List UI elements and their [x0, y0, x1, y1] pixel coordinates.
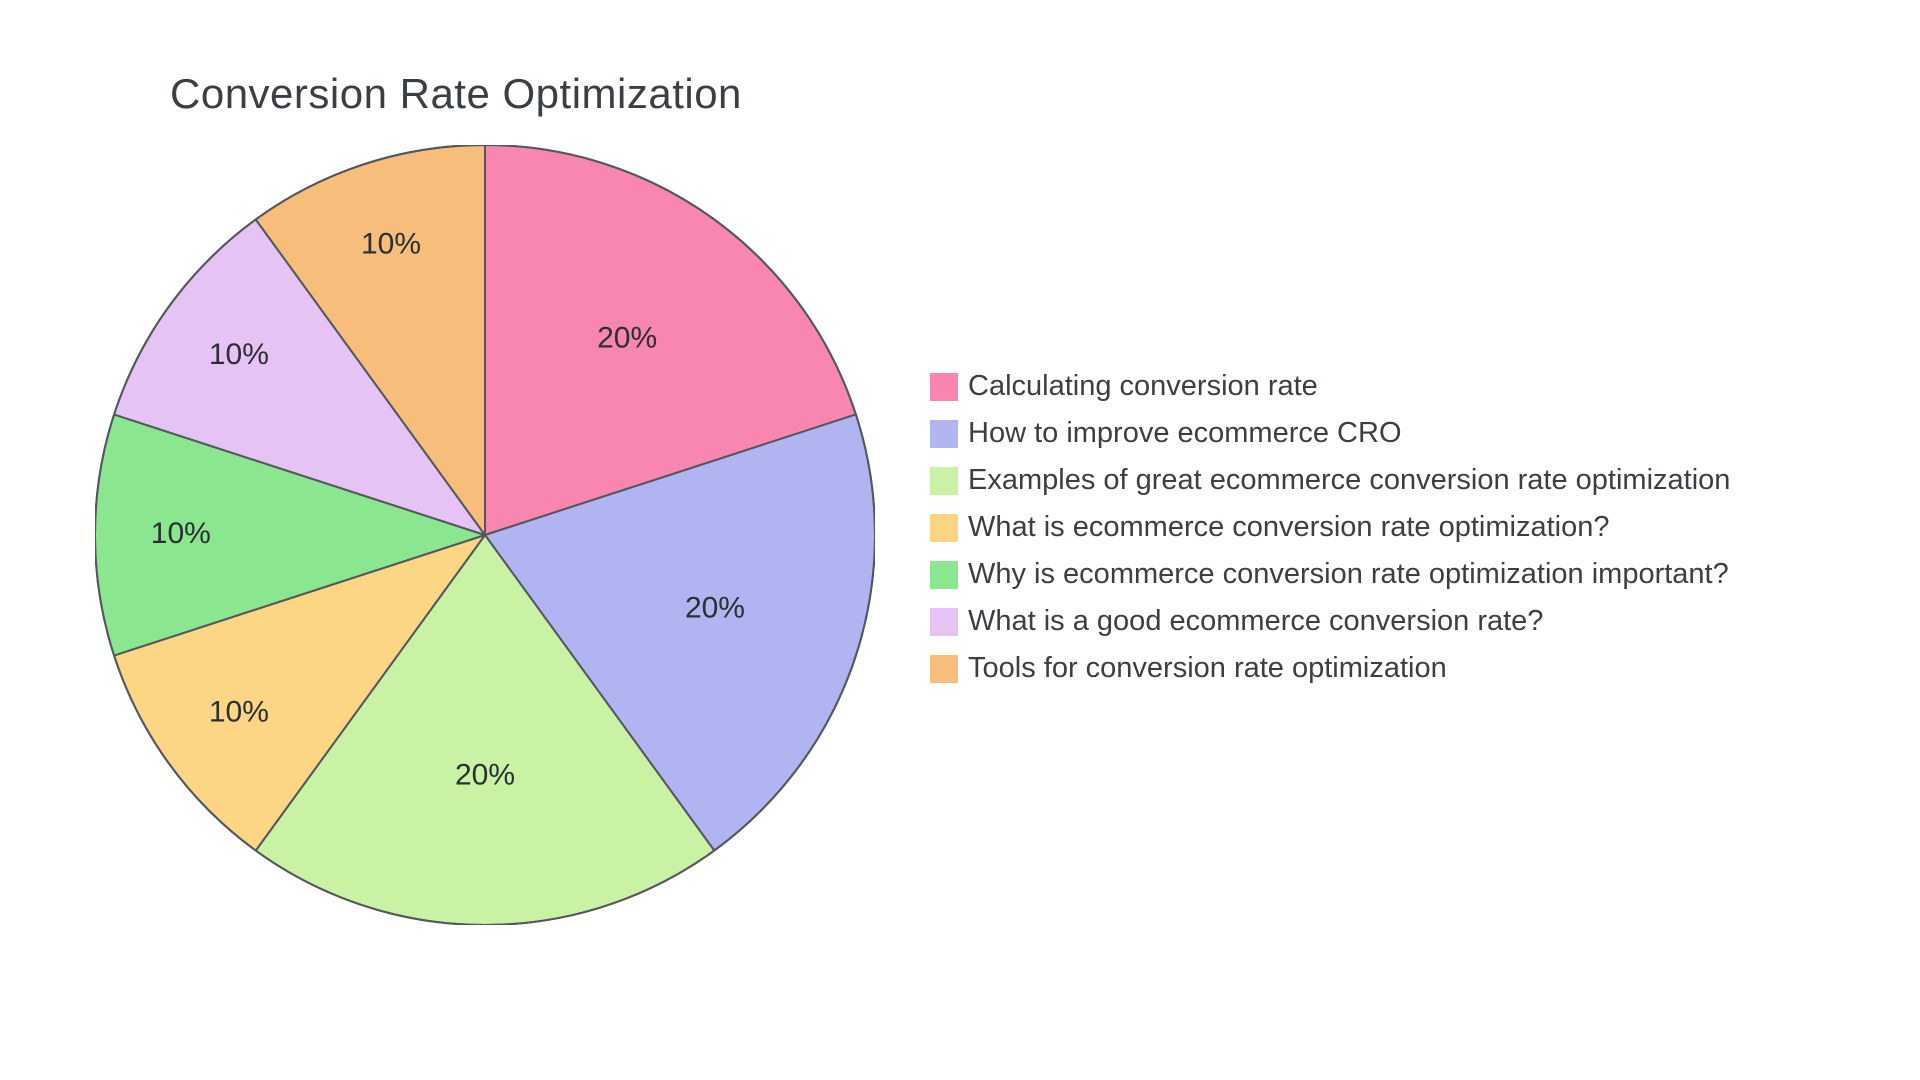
legend: Calculating conversion rate How to improv… [930, 370, 1730, 685]
legend-item: Calculating conversion rate [930, 370, 1730, 403]
legend-label: Why is ecommerce conversion rate optimiz… [968, 558, 1729, 591]
legend-label: How to improve ecommerce CRO [968, 417, 1402, 450]
legend-label: Tools for conversion rate optimization [968, 652, 1447, 685]
legend-item: Why is ecommerce conversion rate optimiz… [930, 558, 1730, 591]
slice-percent-label: 10% [209, 696, 269, 729]
slice-percent-label: 10% [151, 517, 211, 550]
legend-item: What is ecommerce conversion rate optimi… [930, 511, 1730, 544]
legend-label: Calculating conversion rate [968, 370, 1318, 403]
legend-swatch [930, 561, 958, 589]
legend-label: Examples of great ecommerce conversion r… [968, 464, 1730, 497]
chart-title: Conversion Rate Optimization [170, 70, 742, 118]
legend-swatch [930, 655, 958, 683]
legend-label: What is a good ecommerce conversion rate… [968, 605, 1543, 638]
slice-percent-label: 20% [597, 321, 657, 354]
legend-swatch [930, 420, 958, 448]
slice-percent-label: 10% [209, 338, 269, 371]
legend-swatch [930, 608, 958, 636]
slice-percent-label: 20% [685, 592, 745, 625]
legend-item: Tools for conversion rate optimization [930, 652, 1730, 685]
legend-item: How to improve ecommerce CRO [930, 417, 1730, 450]
slice-percent-label: 10% [361, 228, 421, 261]
slice-percent-label: 20% [455, 759, 515, 792]
legend-item: What is a good ecommerce conversion rate… [930, 605, 1730, 638]
legend-swatch [930, 467, 958, 495]
pie-chart: 20% 20% 20% 10% 10% 10% 10% [95, 145, 875, 925]
legend-label: What is ecommerce conversion rate optimi… [968, 511, 1609, 544]
legend-swatch [930, 514, 958, 542]
legend-swatch [930, 373, 958, 401]
legend-item: Examples of great ecommerce conversion r… [930, 464, 1730, 497]
